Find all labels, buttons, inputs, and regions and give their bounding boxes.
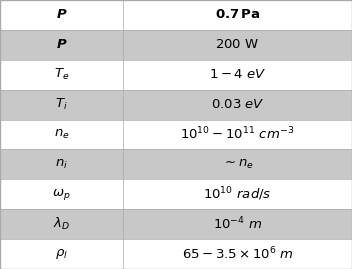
Text: $\boldsymbol{T_i}$: $\boldsymbol{T_i}$ xyxy=(55,97,68,112)
Text: $\boldsymbol{n_e}$: $\boldsymbol{n_e}$ xyxy=(54,128,69,141)
Text: $\boldsymbol{\omega_p}$: $\boldsymbol{\omega_p}$ xyxy=(52,187,71,202)
Bar xyxy=(123,119,352,150)
Bar xyxy=(123,150,352,179)
Text: $10^{10}-10^{11}\ \mathit{cm}^{-3}$: $10^{10}-10^{11}\ \mathit{cm}^{-3}$ xyxy=(180,126,295,143)
Bar xyxy=(123,30,352,60)
Bar xyxy=(0,179,123,209)
Text: $\boldsymbol{P}$: $\boldsymbol{P}$ xyxy=(56,8,67,22)
Bar xyxy=(123,90,352,119)
Bar xyxy=(0,30,123,60)
Text: $\boldsymbol{\lambda_D}$: $\boldsymbol{\lambda_D}$ xyxy=(53,216,70,232)
Text: $\mathbf{0.7}\,\mathbf{Pa}$: $\mathbf{0.7}\,\mathbf{Pa}$ xyxy=(215,8,260,22)
Bar xyxy=(123,60,352,90)
Bar xyxy=(0,239,123,269)
Text: $\boldsymbol{T_e}$: $\boldsymbol{T_e}$ xyxy=(54,67,69,82)
Bar xyxy=(123,179,352,209)
Bar xyxy=(0,60,123,90)
Bar xyxy=(0,119,123,150)
Text: $\boldsymbol{n_i}$: $\boldsymbol{n_i}$ xyxy=(55,158,68,171)
Text: $1-4\ \mathit{eV}$: $1-4\ \mathit{eV}$ xyxy=(209,68,266,81)
Bar xyxy=(0,150,123,179)
Text: $0.03\ \mathit{eV}$: $0.03\ \mathit{eV}$ xyxy=(211,98,264,111)
Text: $10^{-4}\ m$: $10^{-4}\ m$ xyxy=(213,216,262,232)
Text: $\sim n_e$: $\sim n_e$ xyxy=(222,158,253,171)
Text: $65-3.5\times10^{6}\ m$: $65-3.5\times10^{6}\ m$ xyxy=(182,246,294,262)
Text: $10^{10}\ \mathit{rad/s}$: $10^{10}\ \mathit{rad/s}$ xyxy=(203,186,272,203)
Bar xyxy=(123,0,352,30)
Bar xyxy=(123,209,352,239)
Bar xyxy=(0,209,123,239)
Bar xyxy=(0,90,123,119)
Text: $200\ \mathrm{W}$: $200\ \mathrm{W}$ xyxy=(215,38,260,51)
Bar xyxy=(0,0,123,30)
Text: $\boldsymbol{\rho_l}$: $\boldsymbol{\rho_l}$ xyxy=(55,247,68,261)
Text: $\boldsymbol{P}$: $\boldsymbol{P}$ xyxy=(56,38,67,51)
Bar xyxy=(123,239,352,269)
